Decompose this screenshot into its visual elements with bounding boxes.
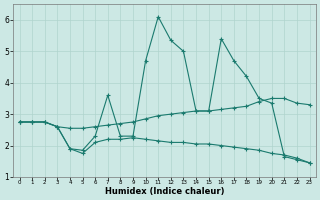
X-axis label: Humidex (Indice chaleur): Humidex (Indice chaleur) bbox=[105, 187, 224, 196]
